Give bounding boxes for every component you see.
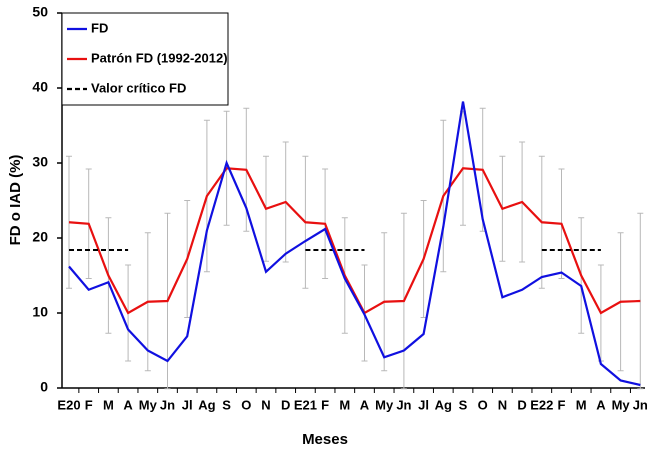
x-tick-label: A [360,397,370,412]
x-tick-label: Ag [435,397,452,412]
x-tick-label: My [375,397,394,412]
x-tick-label: Jn [160,397,175,412]
x-tick-label: E21 [294,397,317,412]
y-axis-label: FD o IAD (%) [7,155,24,246]
x-axis-label: Meses [302,431,348,448]
y-tick-label: 0 [40,379,48,395]
y-tick-label: 50 [32,4,48,20]
x-tick-label: O [478,397,488,412]
legend-label: Valor crítico FD [91,80,186,95]
x-tick-label: Jl [182,397,193,412]
x-tick-label: A [596,397,606,412]
x-tick-label: F [321,397,329,412]
legend-label: FD [91,20,108,35]
y-tick-label: 40 [32,79,48,95]
x-tick-label: O [241,397,251,412]
x-tick-label: M [339,397,350,412]
x-tick-label: N [261,397,270,412]
x-tick-label: Jn [633,397,648,412]
x-tick-label: M [576,397,587,412]
x-tick-label: D [517,397,526,412]
legend-label: Patrón FD (1992-2012) [91,50,228,65]
y-tick-label: 20 [32,229,48,245]
legend-box [61,12,229,106]
x-tick-label: My [139,397,158,412]
line [68,101,641,387]
x-tick-label: A [123,397,133,412]
x-tick-label: S [222,397,231,412]
x-tick-label: F [558,397,566,412]
x-tick-label: E20 [57,397,80,412]
y-tick-label: 30 [32,154,48,170]
x-tick-label: M [103,397,114,412]
x-tick-label: Jl [418,397,429,412]
x-tick-label: N [498,397,507,412]
x-tick-label: F [85,397,93,412]
y-tick-label: 10 [32,304,48,320]
x-tick-label: E22 [530,397,553,412]
line [68,167,641,315]
x-tick-label: S [459,397,468,412]
x-tick-label: My [612,397,631,412]
x-tick-label: Ag [198,397,215,412]
x-tick-label: D [281,397,290,412]
x-tick-label: Jn [396,397,411,412]
